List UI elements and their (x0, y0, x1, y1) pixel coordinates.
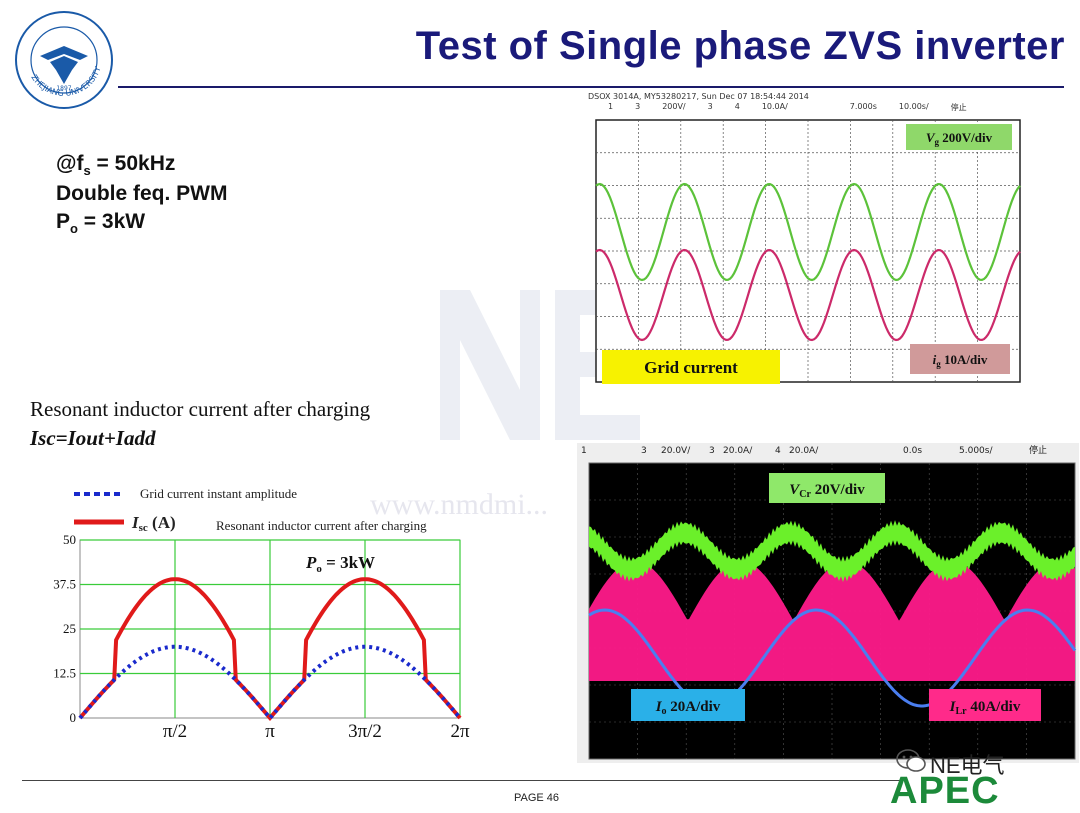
scope2-label-ilr: ILr 40A/div (929, 689, 1041, 721)
page-number: PAGE 46 (514, 792, 560, 804)
scope2-trace-ilr (589, 561, 1075, 681)
chart-ytick-label: 12.5 (53, 666, 76, 681)
caption-line-2: Isc=Iout+Iadd (30, 426, 156, 450)
apec-logo: APEC (890, 770, 1000, 812)
scope2-trace-vcr (589, 520, 1075, 582)
scope1-ch-1: 1 (608, 102, 614, 111)
scope1-label-ig: ig 10A/div (910, 344, 1010, 374)
chart-ytick-label: 0 (70, 710, 77, 725)
isc-chart: Grid current instant amplitude Isc (A) R… (53, 486, 470, 740)
chart-xtick-label: π (265, 721, 275, 740)
scope1-title: DSOX 3014A, MY53280217, Sun Dec 07 18:54… (588, 92, 809, 101)
scope2-ch-8: 0.0s (903, 446, 922, 456)
scope1-ch-7: 7.000s (849, 102, 877, 111)
svg-text:ILr 40A/div: ILr 40A/div (949, 699, 1021, 717)
university-logo: 1897 ZHEJIANG UNIVERSITY (15, 11, 113, 109)
chart-ytick-label: 25 (63, 621, 76, 636)
scope1-trace-vg (595, 182, 1021, 282)
title-divider (118, 86, 1064, 88)
chart-xtick-label: π/2 (163, 721, 187, 740)
watermark-text: www.nmdmi... (370, 488, 549, 521)
legend-label-isc: Resonant inductor current after charging (216, 518, 427, 533)
scope1-ch-2: 3 (635, 102, 641, 111)
scope2-ch-7: 20.0A/ (789, 446, 819, 456)
scope2-label-io: Io 20A/div (631, 689, 745, 721)
param-output-power: Po = 3kW (56, 210, 146, 237)
svg-text:Vg 200V/div: Vg 200V/div (926, 130, 993, 147)
series-grid-current-line (78, 644, 462, 722)
chart-xtick-label: 2π (450, 721, 470, 740)
scope2-ch-1: 1 (581, 446, 587, 456)
scope1-header: DSOX 3014A, MY53280217, Sun Dec 07 18:54… (588, 92, 1028, 120)
scope2-ch-5: 20.0A/ (723, 446, 753, 456)
scope2-ch-4: 3 (709, 446, 715, 456)
scope1-ch-9: 停止 (950, 103, 967, 112)
scope1-label-grid-current: Grid current (602, 350, 780, 384)
chart-ytick-label: 50 (63, 532, 76, 547)
svg-text:1897: 1897 (56, 85, 71, 92)
scope1-ch-4: 3 (707, 102, 713, 111)
svg-text:Io 20A/div: Io 20A/div (655, 699, 721, 717)
scope1-ch-3: 200V/ (662, 102, 686, 111)
scope1-screen: Vg 200V/div Grid current ig 10A/div (595, 119, 1021, 384)
legend-label-grid-current: Grid current instant amplitude (140, 486, 297, 501)
param-switching-frequency: @fs = 50kHz (56, 152, 176, 179)
footer-divider (22, 780, 902, 781)
scope2-ch-6: 4 (775, 446, 781, 456)
param-pwm-mode: Double feq. PWM (56, 182, 228, 205)
scope1-label-vg: Vg 200V/div (906, 124, 1012, 150)
scope2-ch-10: 停止 (1029, 444, 1047, 456)
scope2-label-vcr: VCr 20V/div (769, 473, 885, 503)
slide-title: Test of Single phase ZVS inverter (415, 24, 1065, 68)
brand-text: NE电气 (930, 753, 1005, 778)
chart-xtick-label: 3π/2 (348, 721, 382, 740)
chart-annotation-po: Po = 3kW (305, 553, 375, 575)
svg-text:Grid current: Grid current (644, 358, 738, 377)
wechat-icon (896, 749, 926, 772)
scope1-ch-8: 10.00s/ (898, 102, 929, 111)
scope2-ch-9: 5.000s/ (959, 446, 993, 456)
series-isc-line (78, 577, 462, 722)
legend-prefix-isc: Isc (A) (131, 513, 176, 534)
svg-text:ig 10A/div: ig 10A/div (933, 352, 988, 369)
scope2-screen: 1 3 20.0V/ 3 20.0A/ 4 20.0A/ 0.0s 5.000s… (577, 443, 1079, 763)
chart-ytick-label: 37.5 (53, 577, 76, 592)
scope2-ch-3: 20.0V/ (661, 446, 691, 456)
scope1-ch-5: 4 (734, 102, 740, 111)
caption-line-1: Resonant inductor current after charging (30, 397, 371, 421)
scope1-ch-6: 10.0A/ (761, 102, 788, 111)
svg-text:VCr 20V/div: VCr 20V/div (789, 482, 865, 500)
scope2-trace-io (588, 608, 1077, 708)
scope1-trace-ig (595, 248, 1021, 342)
scope2-ch-2: 3 (641, 446, 647, 456)
